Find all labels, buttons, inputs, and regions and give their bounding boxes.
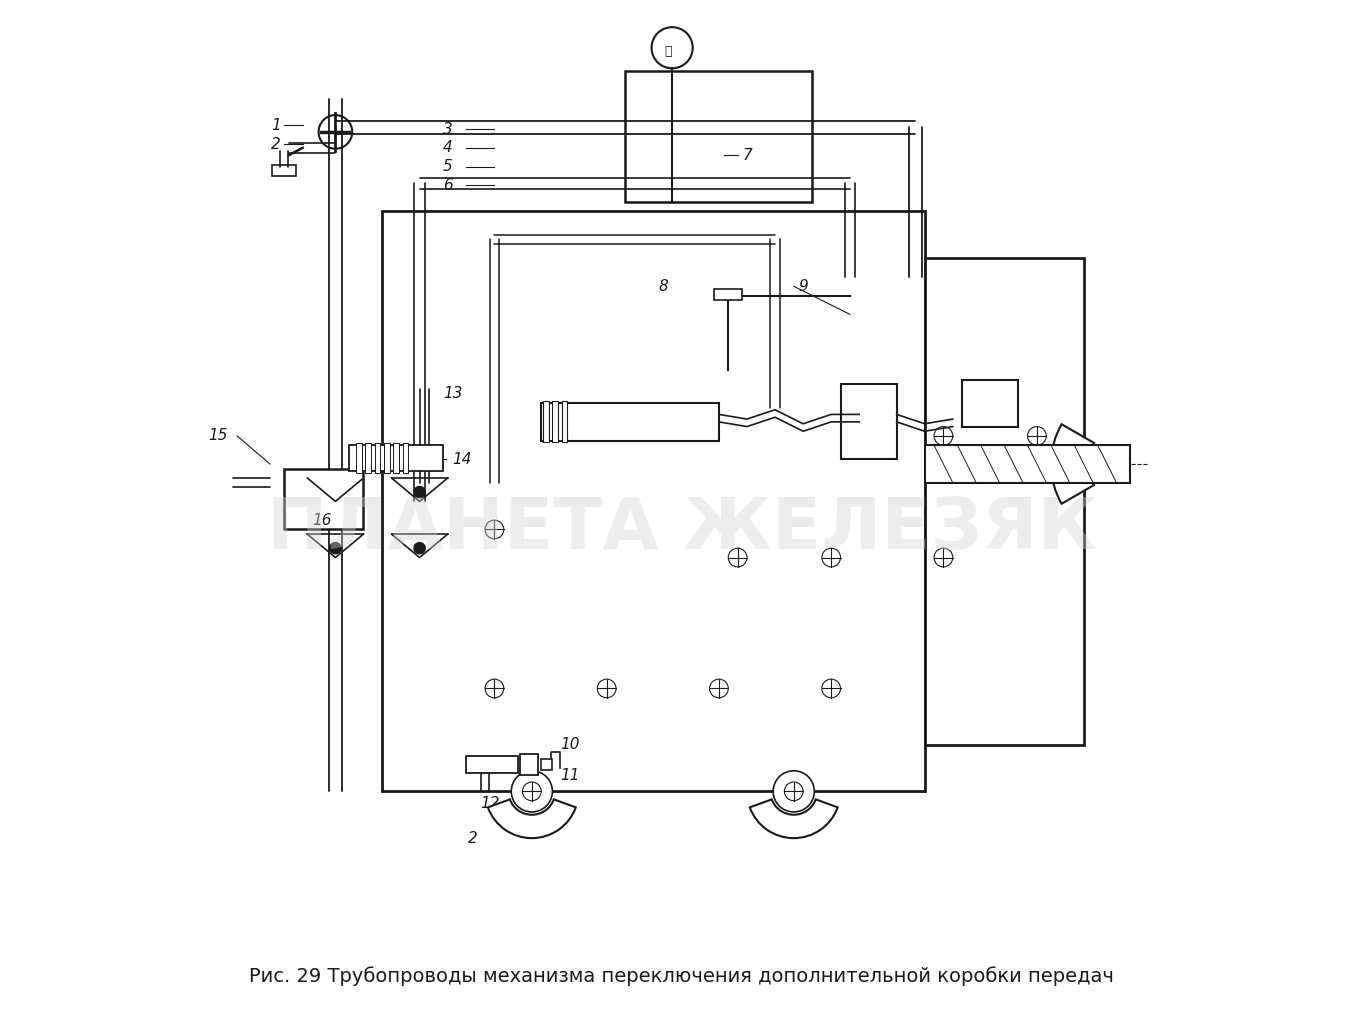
Circle shape: [1028, 426, 1047, 446]
Circle shape: [485, 520, 504, 539]
Text: 8: 8: [658, 278, 668, 294]
Text: Рис. 29 Трубопроводы механизма переключения дополнительной коробки передач: Рис. 29 Трубопроводы механизма переключе…: [249, 966, 1114, 986]
Bar: [384, 444, 390, 473]
Text: 1: 1: [271, 118, 281, 132]
Circle shape: [330, 542, 341, 554]
Bar: [714, 289, 743, 300]
Circle shape: [522, 782, 541, 801]
Circle shape: [973, 386, 1007, 420]
Bar: [562, 402, 567, 443]
Circle shape: [934, 548, 953, 567]
Circle shape: [511, 771, 552, 812]
Circle shape: [710, 679, 728, 697]
Circle shape: [822, 679, 841, 697]
Bar: [542, 402, 549, 443]
Wedge shape: [750, 799, 838, 838]
Circle shape: [632, 405, 665, 439]
Bar: [284, 468, 364, 530]
Text: 11: 11: [560, 768, 579, 783]
Circle shape: [319, 115, 352, 149]
Text: 3: 3: [443, 121, 453, 137]
Circle shape: [773, 771, 814, 812]
Bar: [924, 446, 1130, 483]
Circle shape: [552, 405, 586, 439]
Circle shape: [485, 679, 504, 697]
Text: 10: 10: [560, 737, 579, 752]
Bar: [519, 754, 538, 774]
Text: 14: 14: [453, 452, 472, 467]
Bar: [924, 258, 1084, 745]
Text: 7: 7: [743, 148, 752, 163]
Text: 4: 4: [443, 141, 453, 155]
Circle shape: [934, 426, 953, 446]
Text: 5: 5: [443, 159, 453, 174]
Text: ⑰: ⑰: [665, 45, 672, 58]
Wedge shape: [488, 799, 575, 838]
Text: 6: 6: [443, 178, 453, 193]
Circle shape: [822, 548, 841, 567]
Bar: [394, 444, 399, 473]
Bar: [271, 164, 296, 176]
Circle shape: [652, 27, 692, 69]
Circle shape: [597, 679, 616, 697]
Bar: [349, 446, 443, 471]
Text: ПЛАНЕТА ЖЕЛЕЗЯК: ПЛАНЕТА ЖЕЛЕЗЯК: [267, 495, 1096, 564]
Bar: [626, 71, 812, 202]
Bar: [365, 444, 371, 473]
Circle shape: [728, 548, 747, 567]
Bar: [375, 444, 380, 473]
Text: 13: 13: [443, 386, 462, 402]
Bar: [356, 444, 361, 473]
Text: 2: 2: [271, 137, 281, 152]
Bar: [466, 756, 518, 772]
Text: 16: 16: [312, 512, 331, 528]
Wedge shape: [1051, 424, 1094, 503]
Bar: [541, 404, 718, 441]
Text: 12: 12: [480, 796, 500, 811]
Bar: [541, 759, 552, 770]
Circle shape: [784, 782, 803, 801]
Bar: [382, 212, 924, 792]
Bar: [552, 402, 557, 443]
Circle shape: [414, 542, 425, 554]
Text: 9: 9: [799, 278, 808, 294]
Text: 2: 2: [469, 831, 478, 845]
Bar: [841, 384, 897, 459]
Circle shape: [414, 487, 425, 498]
Circle shape: [851, 404, 887, 441]
Text: 15: 15: [209, 428, 228, 444]
Bar: [402, 444, 409, 473]
Circle shape: [330, 487, 341, 498]
Bar: [962, 380, 1018, 426]
